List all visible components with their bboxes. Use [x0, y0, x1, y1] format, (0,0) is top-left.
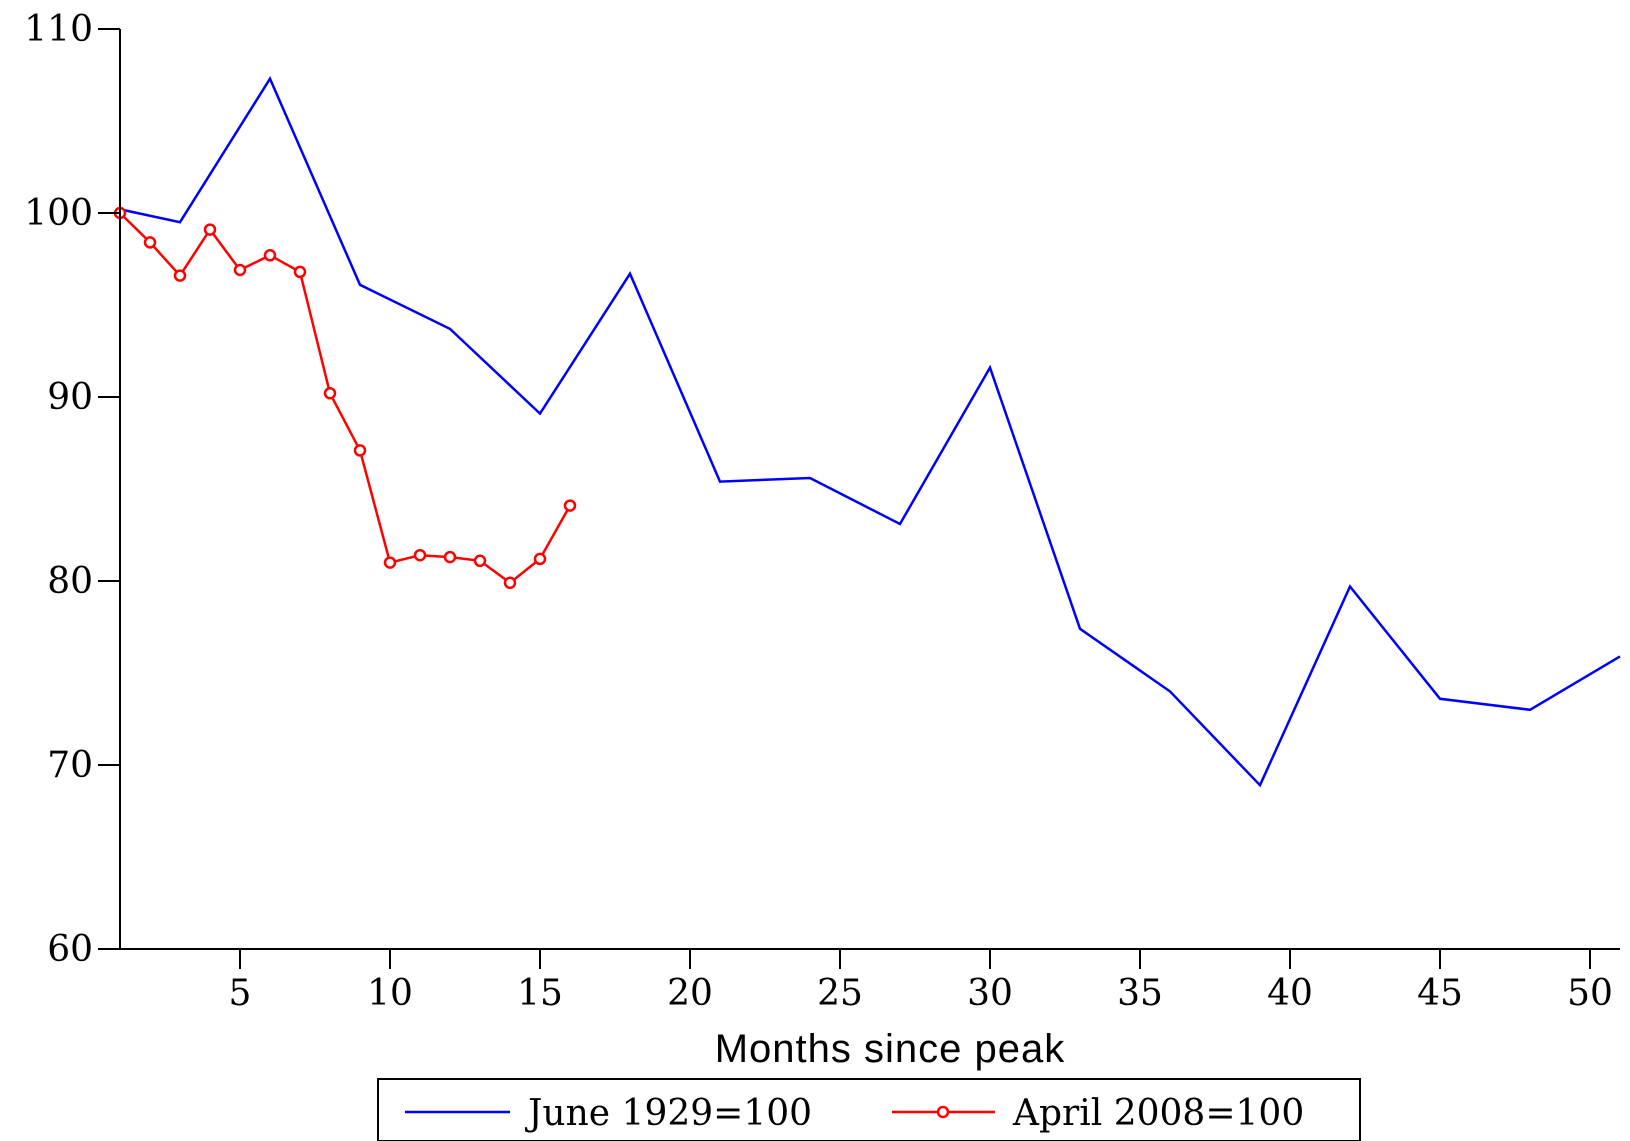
y-tick-label-80: 80	[47, 561, 93, 602]
data-point-2-16	[563, 499, 577, 512]
series-layer	[113, 76, 1621, 788]
legend: June 1929=100 April 2008=100	[377, 1078, 1361, 1141]
x-tick-label-10: 10	[367, 973, 413, 1014]
data-point-2-11	[413, 548, 427, 562]
x-tick-label-20: 20	[667, 973, 713, 1014]
y-tick-label-60: 60	[47, 929, 93, 970]
legend-box	[377, 1078, 1361, 1141]
series-line-2	[119, 212, 572, 585]
series-line-1	[119, 76, 1621, 788]
y-tick-label-110: 110	[24, 9, 93, 50]
y-tick-label-90: 90	[47, 377, 93, 418]
data-point-2-6	[263, 249, 277, 262]
x-axis-title: Months since peak	[715, 1027, 1066, 1071]
plot-area: 60 70 80 90 100 110 5 10 15 20 25 30 35 40 45 50	[24, 9, 1621, 1014]
data-point-2-7	[293, 265, 307, 279]
x-tick-label-40: 40	[1267, 973, 1313, 1014]
data-point-2-9	[353, 444, 367, 457]
series-1	[119, 76, 1621, 788]
data-point-2-3	[173, 269, 187, 282]
x-tick-label-50: 50	[1567, 973, 1613, 1014]
y-tick-label-100: 100	[24, 193, 93, 234]
data-point-2-14	[503, 576, 517, 590]
y-tick-label-70: 70	[47, 745, 93, 786]
data-point-2-8	[323, 387, 337, 400]
y-axis-ticks: 60 70 80 90 100 110	[24, 9, 120, 970]
data-point-2-12	[443, 550, 457, 564]
x-axis-ticks: 5 10 15 20 25 30 35 40 45 50	[229, 949, 1613, 1014]
x-tick-label-15: 15	[517, 973, 563, 1014]
legend-marker-april-2008	[936, 1105, 950, 1119]
x-tick-label-35: 35	[1117, 973, 1163, 1014]
x-tick-label-45: 45	[1417, 973, 1463, 1014]
legend-label-april-2008: April 2008=100	[1012, 1093, 1304, 1134]
data-point-2-5	[233, 263, 247, 277]
x-tick-label-25: 25	[817, 973, 863, 1014]
legend-label-june-1929: June 1929=100	[524, 1093, 812, 1134]
data-point-2-4	[203, 223, 217, 236]
x-tick-label-5: 5	[229, 973, 252, 1014]
series-2	[113, 206, 577, 590]
data-point-2-13	[473, 554, 487, 568]
data-point-2-10	[383, 556, 397, 569]
data-point-2-2	[143, 236, 157, 249]
data-point-2-15	[533, 552, 547, 566]
x-tick-label-30: 30	[967, 973, 1013, 1014]
